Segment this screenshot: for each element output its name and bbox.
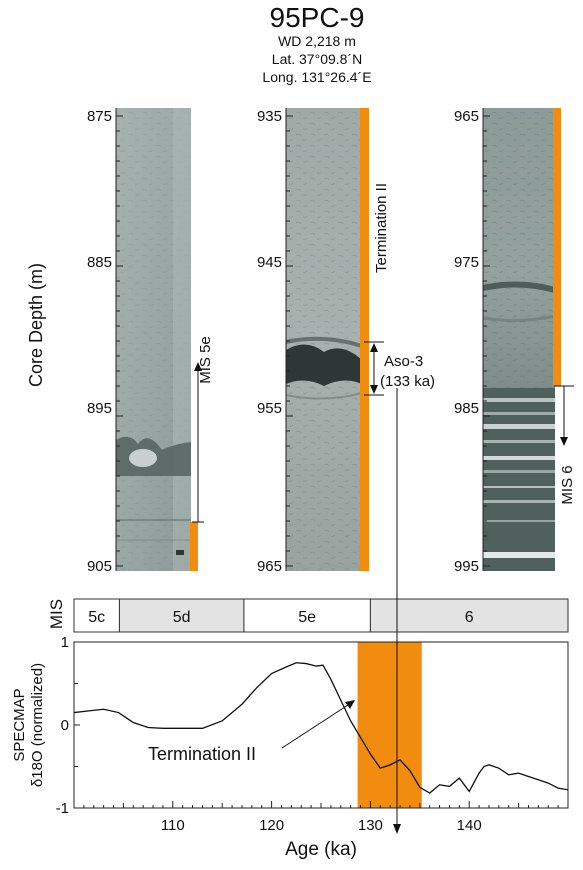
termination-pointer-head: [345, 700, 355, 709]
specmap-line: [73, 662, 569, 794]
y-tick-label: 0: [61, 717, 69, 734]
depth-tick-label: 935: [257, 108, 282, 125]
core-2-orange-bar: [360, 108, 369, 571]
y-tick-label: 1: [61, 634, 69, 651]
chart-frame: [73, 641, 569, 809]
core-3-band: [483, 440, 555, 443]
core-3-band: [483, 470, 555, 473]
x-tick-label: 130: [358, 817, 383, 834]
core-3-orange-bar: [553, 108, 561, 386]
depth-tick-label: 875: [87, 108, 112, 125]
core-3-band: [483, 552, 555, 558]
x-tick-label: 140: [457, 817, 482, 834]
depth-tick-label: 945: [257, 254, 282, 271]
mis-stage-5d: [118, 598, 245, 633]
depth-tick-label: 955: [257, 400, 282, 417]
mis-stage-label: 6: [465, 609, 474, 626]
mis-bar-label: MIS: [47, 599, 66, 629]
termination-label-chart: Termination II: [148, 744, 256, 764]
core-3-band: [483, 424, 555, 429]
mis-stage-6: [369, 598, 569, 633]
termination-pointer-line: [281, 704, 349, 749]
water-depth: WD 2,218 m: [278, 33, 356, 49]
core-1-orange-bar: [190, 522, 198, 571]
y-tick-label: -1: [56, 800, 69, 817]
core-column-2: [285, 108, 369, 571]
depth-tick-label: 965: [454, 108, 479, 125]
latitude: Lat. 37°09.8´N: [272, 51, 362, 67]
x-tick-label: 120: [259, 817, 284, 834]
core-3-band: [483, 486, 555, 488]
depth-tick-label: 985: [454, 400, 479, 417]
depth-tick-label: 975: [454, 254, 479, 271]
y-axis-label-line2: δ18O (normalized): [29, 663, 46, 787]
aso3-age-arrowhead: [393, 824, 401, 834]
y-axis-label-line1: SPECMAP: [11, 688, 28, 761]
mis-stage-label: 5c: [88, 609, 105, 626]
termination-label-core: Termination II: [373, 183, 390, 273]
mis-stage-label: 5d: [173, 609, 191, 626]
core-3-band: [483, 412, 555, 415]
mis-stage-label: 5e: [298, 609, 316, 626]
core-3-band: [483, 520, 555, 522]
depth-tick-label: 995: [454, 558, 479, 575]
x-tick-label: 110: [161, 817, 185, 834]
mis6-label: MIS 6: [559, 465, 576, 504]
longitude: Long. 131°26.4´E: [262, 69, 371, 85]
mis-stage-5c: [73, 598, 120, 633]
core-column-1: [115, 108, 198, 571]
core-title: 95PC-9: [270, 2, 365, 33]
aso3-label: Aso-3: [384, 353, 423, 370]
mis-stage-bar: 5c 5d 5e 6: [73, 598, 569, 633]
x-axis-label: Age (ka): [285, 839, 357, 860]
core-depth-axis-label: Core Depth (m): [26, 263, 46, 387]
core-3-band: [483, 500, 555, 503]
aso3-age: (133 ka): [380, 373, 435, 390]
mis5e-label: MIS 5e: [197, 336, 214, 384]
depth-tick-label: 905: [87, 558, 112, 575]
depth-tick-label: 895: [87, 400, 112, 417]
depth-tick-label: 885: [87, 254, 112, 271]
core-image-3-lower: [483, 388, 555, 571]
core-column-3: [482, 108, 561, 571]
mis-stage-5e: [243, 598, 371, 633]
core-3-band: [483, 398, 555, 402]
depth-tick-label: 965: [257, 558, 282, 575]
termination-highlight-band: [357, 642, 422, 808]
core-3-band: [483, 456, 555, 460]
specmap-chart: 110 120 130 140 1 0 -1 Age (ka) SPECMAP δ18O (nor…: [11, 634, 569, 860]
